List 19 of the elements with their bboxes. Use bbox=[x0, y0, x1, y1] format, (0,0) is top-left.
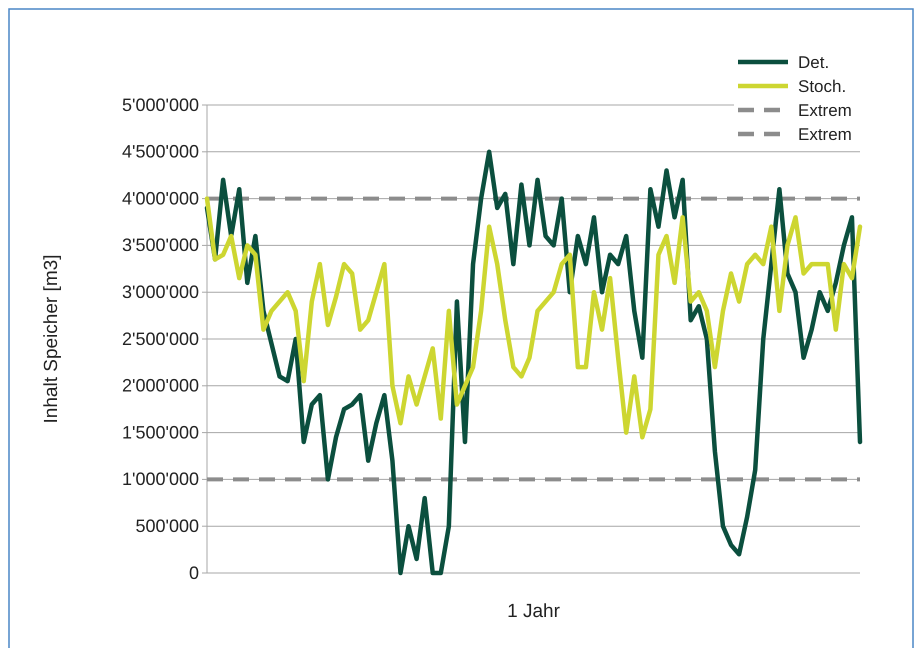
y-tick-label: 1'000'000 bbox=[122, 469, 199, 490]
line-series bbox=[204, 150, 862, 576]
y-tick-label: 3'000'000 bbox=[122, 282, 199, 302]
y-tick-label: 5'000'000 bbox=[122, 94, 199, 115]
legend-label: Extrem bbox=[798, 101, 852, 120]
legend-label: Det. bbox=[798, 53, 830, 72]
line-series bbox=[204, 196, 862, 440]
y-tick-label: 3'500'000 bbox=[122, 235, 199, 256]
y-tick-label: 4'000'000 bbox=[122, 188, 199, 208]
x-axis-title: 1 Jahr bbox=[507, 601, 561, 622]
legend-label: Stoch. bbox=[798, 77, 846, 96]
y-tick-label: 0 bbox=[188, 562, 199, 583]
legend-label: Extrem bbox=[798, 125, 852, 144]
y-tick-label: 1'500'000 bbox=[122, 422, 199, 442]
y-tick-label: 500'000 bbox=[135, 516, 199, 536]
y-tick-label: 2'500'000 bbox=[122, 328, 199, 349]
y-tick-label: 4'500'000 bbox=[122, 142, 199, 162]
y-axis-title: Inhalt Speicher [m3] bbox=[41, 254, 62, 424]
y-tick-label: 2'000'000 bbox=[122, 376, 199, 396]
